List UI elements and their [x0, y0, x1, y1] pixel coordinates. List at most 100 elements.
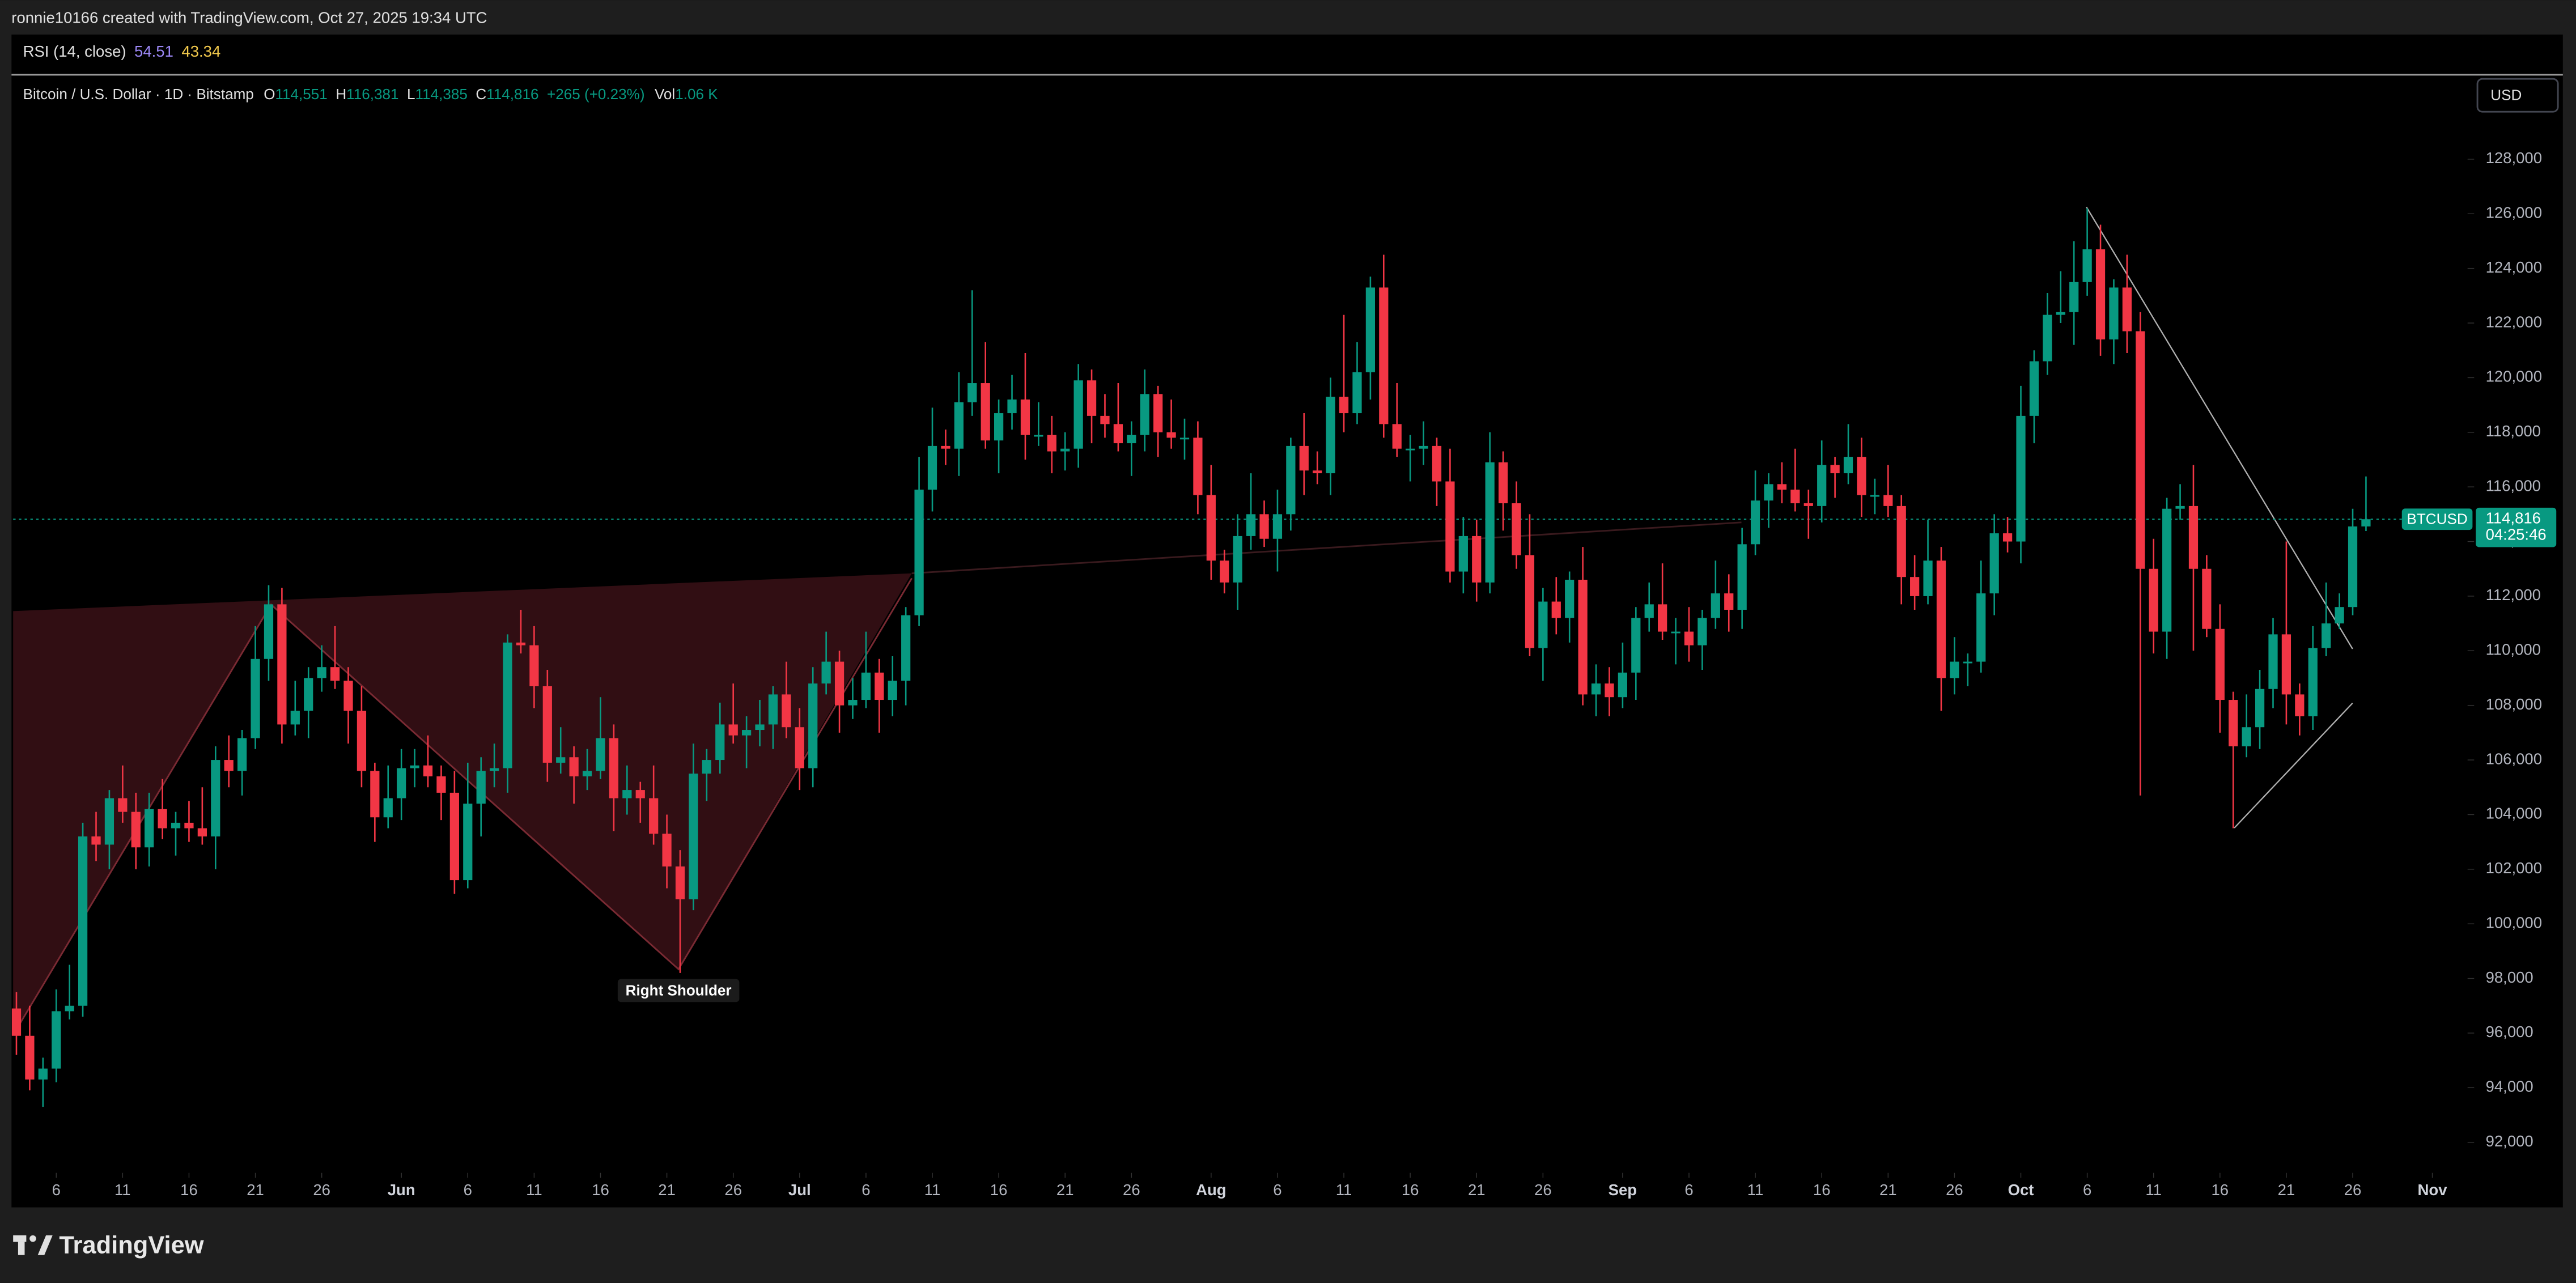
x-tick-label: 16 — [1813, 1181, 1831, 1199]
candle-body — [1777, 484, 1787, 490]
x-tick-label: 26 — [313, 1181, 330, 1199]
y-tick-label: 106,000 — [2486, 750, 2542, 767]
candle-body — [1737, 544, 1747, 610]
candle-body — [397, 768, 406, 798]
candle-body — [1406, 448, 1415, 451]
candle-body — [1830, 465, 1840, 474]
volume: 1.06 K — [675, 86, 718, 103]
candle-body — [370, 771, 380, 818]
candle-body — [436, 776, 446, 793]
candle-body — [1432, 445, 1442, 482]
y-tick-label: 116,000 — [2486, 477, 2541, 494]
candle-body — [2215, 628, 2225, 700]
candle-body — [1498, 462, 1508, 504]
candle-body — [635, 790, 645, 798]
candle-body — [1007, 399, 1017, 414]
rsi-legend: RSI (14, close) 54.51 43.34 — [23, 43, 221, 60]
candle-body — [1565, 580, 1575, 618]
y-tick-label: 120,000 — [2486, 368, 2542, 385]
candle-body — [1299, 445, 1309, 471]
candle-body — [1020, 399, 1030, 435]
x-tick-label: 16 — [990, 1181, 1008, 1199]
candle-body — [65, 1005, 74, 1012]
candle-body — [1711, 593, 1720, 618]
candle-body — [967, 383, 977, 402]
candle-body — [1458, 536, 1468, 572]
candle-body — [875, 672, 884, 700]
candle-body — [861, 672, 871, 700]
candle-body — [503, 642, 512, 768]
pattern-outline — [12, 577, 913, 1035]
candle-body — [596, 738, 605, 771]
candle-body — [755, 724, 765, 730]
candle-body — [449, 792, 459, 881]
x-tick-label: 26 — [1946, 1181, 1963, 1199]
credit: ronnie10166 created with TradingView.com… — [11, 9, 487, 27]
symbol-tag — [2401, 508, 2473, 530]
countdown-label: 04:25:46 — [2486, 525, 2547, 543]
candle-body — [542, 686, 552, 763]
candle-body — [131, 812, 141, 848]
currency[interactable]: USD — [2490, 87, 2522, 104]
candle-body — [1246, 514, 1256, 536]
candle-body — [1272, 514, 1283, 539]
candle-body — [317, 667, 326, 678]
candle-body — [888, 681, 897, 700]
candle-body — [264, 604, 274, 659]
candle-body — [1153, 394, 1163, 432]
candle-body — [2069, 282, 2079, 312]
candle-body — [927, 445, 937, 490]
candle-body — [1538, 601, 1548, 648]
candle-body — [304, 678, 313, 711]
candle-body — [2122, 287, 2132, 332]
candle-body — [2202, 568, 2212, 629]
y-tick-label: 122,000 — [2486, 313, 2542, 330]
candle-body — [808, 683, 818, 768]
candle-body — [171, 822, 181, 829]
candle-body — [251, 659, 260, 738]
candle-body — [1352, 372, 1362, 414]
price-tag-label: 114,816 — [2486, 509, 2541, 526]
x-tick-label: 6 — [862, 1181, 870, 1199]
candle-body — [2295, 694, 2305, 716]
candle-body — [529, 645, 539, 686]
candle-body — [662, 834, 672, 866]
candle-body — [1923, 560, 1933, 596]
candle-body — [2242, 727, 2251, 746]
x-tick-label: 26 — [724, 1181, 742, 1199]
ohlc-value: 114,551 — [275, 86, 327, 103]
candle-body — [768, 694, 778, 725]
x-tick-label: 16 — [1402, 1181, 1419, 1199]
candle-body — [1087, 380, 1097, 416]
symbol: Bitcoin / U.S. Dollar · 1D · Bitstamp — [23, 86, 254, 103]
candle-body — [782, 694, 791, 728]
candle-body — [1313, 470, 1322, 474]
candle-body — [1326, 397, 1335, 474]
x-tick-label: Jun — [388, 1181, 415, 1199]
candle-body — [981, 383, 990, 441]
candle-body — [1750, 500, 1760, 545]
candle-body — [1445, 481, 1455, 572]
candle-body — [954, 402, 964, 449]
candle-body — [237, 738, 247, 771]
candle-body — [2175, 505, 2185, 509]
candle-body — [1870, 495, 1879, 497]
candle-body — [1631, 618, 1641, 673]
candle-body — [1843, 457, 1853, 474]
ohlc-value: 116,381 — [346, 86, 398, 103]
currency-button[interactable] — [2476, 78, 2559, 113]
candle-body — [1034, 435, 1043, 437]
candle-body — [2136, 331, 2145, 569]
candle-body — [1339, 397, 1349, 414]
candle-body — [609, 738, 619, 798]
x-tick-label: 16 — [2212, 1181, 2229, 1199]
trend-line — [2086, 206, 2353, 649]
candle-body — [1989, 533, 1999, 594]
symbol-legend: Bitcoin / U.S. Dollar · 1D · Bitstamp O11… — [23, 86, 719, 103]
y-tick-label: 126,000 — [2486, 204, 2542, 222]
candle-body — [622, 790, 632, 798]
x-tick-label: 16 — [592, 1181, 609, 1199]
x-tick-label: 6 — [464, 1181, 472, 1199]
plot: 92,000 94,000 96,000 98,000 100,000 102,000 10… — [11, 149, 2557, 1199]
